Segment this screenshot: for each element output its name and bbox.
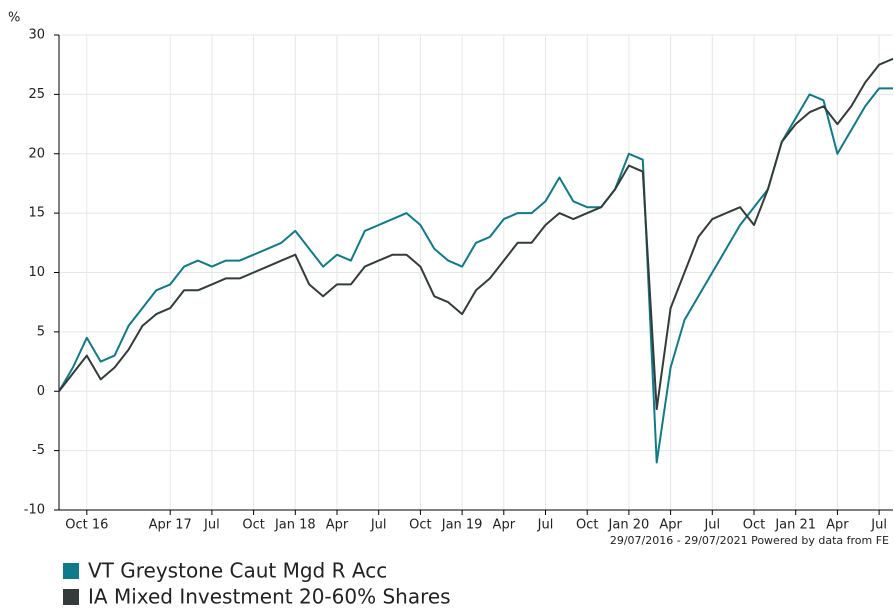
x-tick-label: Apr xyxy=(326,518,349,533)
x-tick-label: Oct 16 xyxy=(65,518,108,533)
x-tick-label: Jul xyxy=(370,518,387,533)
x-tick-label: Oct xyxy=(409,518,431,533)
y-axis-label: % xyxy=(8,11,20,26)
legend-label: VT Greystone Caut Mgd R Acc xyxy=(88,559,387,583)
series-line xyxy=(58,57,894,411)
y-tick-label: -10 xyxy=(24,503,45,518)
legend-swatch xyxy=(63,589,79,605)
x-tick-label: Jul xyxy=(537,518,554,533)
x-tick-label: Apr xyxy=(659,518,682,533)
x-tick-label: Jul xyxy=(870,518,887,533)
legend-label: IA Mixed Investment 20-60% Shares xyxy=(88,585,451,607)
footnote: 29/07/2016 - 29/07/2021 Powered by data … xyxy=(610,534,889,547)
series-line xyxy=(58,87,893,464)
x-tick-label: Apr xyxy=(493,518,516,533)
x-tick-label: Jan 20 xyxy=(608,518,650,533)
x-tick-label: Jul xyxy=(203,518,220,533)
y-tick-label: 15 xyxy=(28,206,45,221)
y-tick-label: 30 xyxy=(28,28,45,43)
x-tick-label: Apr 17 xyxy=(149,518,192,533)
x-tick-label: Apr xyxy=(826,518,849,533)
x-tick-label: Oct xyxy=(743,518,765,533)
x-tick-label: Oct xyxy=(242,518,264,533)
y-tick-label: 5 xyxy=(37,324,45,339)
y-tick-label: -5 xyxy=(32,443,45,458)
x-tick-label: Jan 18 xyxy=(274,518,316,533)
y-tick-label: 20 xyxy=(28,146,45,161)
x-tick-label: Oct xyxy=(576,518,598,533)
x-tick-label: Jul xyxy=(703,518,720,533)
y-tick-label: 0 xyxy=(37,384,45,399)
x-tick-label: Jan 19 xyxy=(441,518,483,533)
y-tick-label: 25 xyxy=(28,87,45,102)
y-tick-label: 10 xyxy=(28,265,45,280)
legend-swatch xyxy=(63,563,79,579)
x-tick-label: Jan 21 xyxy=(774,518,816,533)
